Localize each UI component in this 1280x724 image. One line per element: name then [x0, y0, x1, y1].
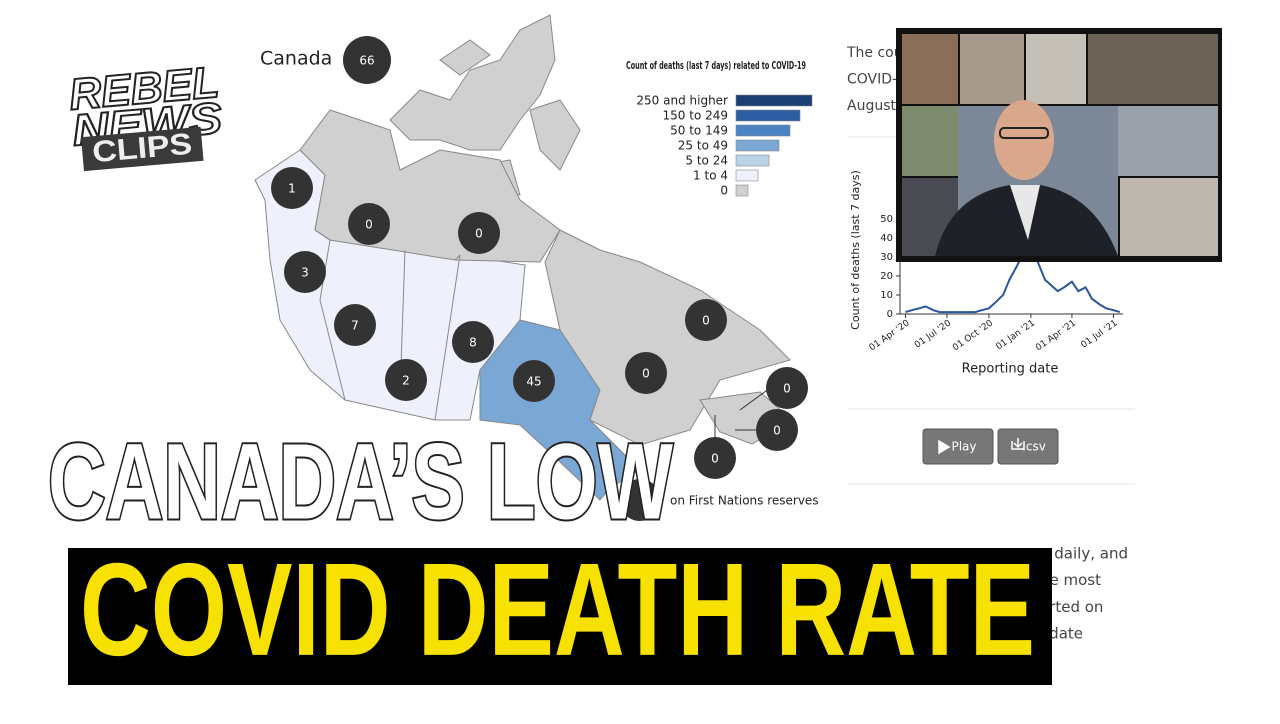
legend-label: 50 to 149 — [670, 124, 728, 138]
legend-label: 25 to 49 — [678, 139, 728, 153]
count-label: 0 — [783, 382, 791, 396]
count-bubble — [284, 251, 326, 293]
video-panel — [1120, 178, 1218, 256]
count-bubble — [458, 212, 500, 254]
count-label: 7 — [351, 319, 359, 333]
legend-swatch — [735, 139, 780, 152]
count-label: 0 — [702, 314, 710, 328]
legend-label: 150 to 249 — [663, 109, 728, 123]
count-label: 66 — [359, 54, 374, 68]
presenter-head — [994, 100, 1054, 180]
headline-top: CANADA’S LOW — [48, 421, 673, 542]
y-tick-label: 40 — [880, 233, 893, 244]
body-text: COVID- — [847, 72, 897, 88]
legend-swatch — [735, 184, 749, 197]
video-panel — [1088, 34, 1218, 104]
count-label: 0 — [642, 367, 650, 381]
count-label: 0 — [365, 218, 373, 232]
count-bubble — [694, 437, 736, 479]
y-axis-label: Count of deaths (last 7 days) — [849, 170, 862, 330]
presenter-glasses — [999, 127, 1049, 139]
body-text: August — [847, 98, 897, 114]
button-icon — [938, 439, 951, 455]
x-tick-label: 01 Apr '21 — [1034, 318, 1078, 353]
button-label: Play — [951, 440, 976, 454]
count-bubble — [625, 352, 667, 394]
count-bubble — [513, 360, 555, 402]
ontario — [479, 319, 641, 501]
logo-badge — [81, 126, 204, 172]
body-text: he most — [1040, 571, 1101, 589]
count-label: 45 — [526, 375, 541, 389]
body-text: orted on — [1040, 598, 1103, 616]
x-tick-label: 01 Jan '21 — [994, 318, 1037, 352]
legend-label: 250 and higher — [636, 94, 728, 108]
legend-swatch — [735, 124, 791, 137]
legend-swatch — [735, 154, 770, 167]
button-label: .csv — [1022, 440, 1046, 454]
borders — [314, 229, 461, 421]
headline-bottom: COVID DEATH RATE — [80, 536, 1035, 683]
count-bubble — [685, 299, 727, 341]
x-tick-label: 01 Jul '21 — [1079, 318, 1119, 350]
country-label: Canada — [260, 48, 332, 70]
count-bubble — [452, 321, 494, 363]
count-label: 3 — [301, 266, 309, 280]
body-text: The cou — [846, 45, 903, 61]
video-panel — [960, 34, 1024, 104]
legend-swatch — [735, 109, 801, 122]
y-tick-label: 10 — [880, 290, 893, 301]
legend-title: Count of deaths (last 7 days) related to… — [626, 60, 806, 72]
count-bubble — [334, 304, 376, 346]
headline-box — [68, 548, 1052, 685]
button-icon — [1011, 438, 1025, 450]
count-label: 0 — [773, 424, 781, 438]
legend-label: 1 to 4 — [693, 169, 728, 183]
legend-label: 5 to 24 — [685, 154, 728, 168]
count-bubble — [343, 36, 391, 84]
y-tick-label: 20 — [880, 271, 893, 282]
count-label: 0 — [711, 452, 719, 466]
count-label: 8 — [469, 336, 477, 350]
legend-swatch — [735, 169, 759, 182]
legend-swatch — [735, 94, 813, 107]
arctic-islands — [389, 14, 581, 196]
legend-label: 0 — [720, 184, 728, 198]
body-text: g daily, and — [1040, 545, 1128, 563]
button[interactable] — [997, 428, 1059, 465]
y-tick-label: 0 — [887, 309, 893, 320]
map-note: on First Nations reserves — [670, 494, 819, 508]
count-bubble — [348, 203, 390, 245]
count-bubble — [619, 479, 661, 521]
count-bubble — [766, 367, 808, 409]
video-panel — [1026, 34, 1086, 104]
y-tick-label: 50 — [880, 214, 893, 225]
count-label: 0 — [475, 227, 483, 241]
data-line — [905, 251, 1121, 314]
count-bubble — [385, 359, 427, 401]
video-panel — [902, 34, 958, 104]
x-tick-label: 01 Jul '20 — [913, 318, 953, 350]
x-tick-label: 01 Oct '20 — [951, 318, 995, 353]
count-bubble — [271, 167, 313, 209]
count-label: 1 — [288, 182, 296, 196]
y-tick-label: 30 — [880, 252, 893, 263]
presenter-shirt — [1010, 185, 1040, 240]
video-panel — [902, 106, 958, 176]
x-axis-label: Reporting date — [962, 362, 1059, 377]
count-bubble — [756, 409, 798, 451]
count-label: 2 — [402, 374, 410, 388]
button[interactable] — [922, 428, 994, 465]
x-tick-label: 01 Apr '20 — [868, 318, 912, 353]
